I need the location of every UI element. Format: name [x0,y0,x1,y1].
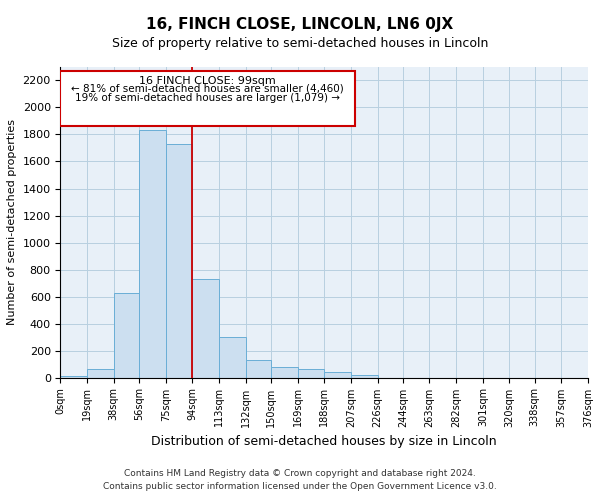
Y-axis label: Number of semi-detached properties: Number of semi-detached properties [7,120,17,326]
Bar [271,368,298,378]
Bar [219,337,245,378]
Text: 16, FINCH CLOSE, LINCOLN, LN6 0JX: 16, FINCH CLOSE, LINCOLN, LN6 0JX [146,18,454,32]
Bar [139,130,166,378]
Bar [351,375,377,378]
Bar [298,369,324,378]
FancyBboxPatch shape [61,71,355,126]
Text: ← 81% of semi-detached houses are smaller (4,460): ← 81% of semi-detached houses are smalle… [71,84,344,94]
Text: Contains HM Land Registry data © Crown copyright and database right 2024.: Contains HM Land Registry data © Crown c… [124,468,476,477]
Bar [324,372,351,378]
Text: Size of property relative to semi-detached houses in Lincoln: Size of property relative to semi-detach… [112,38,488,51]
X-axis label: Distribution of semi-detached houses by size in Lincoln: Distribution of semi-detached houses by … [151,435,497,448]
Bar [114,292,139,378]
Text: 19% of semi-detached houses are larger (1,079) →: 19% of semi-detached houses are larger (… [76,92,340,102]
Bar [87,369,114,378]
Text: Contains public sector information licensed under the Open Government Licence v3: Contains public sector information licen… [103,482,497,491]
Bar [61,376,87,378]
Bar [245,360,271,378]
Bar [166,144,193,378]
Text: 16 FINCH CLOSE: 99sqm: 16 FINCH CLOSE: 99sqm [139,76,276,86]
Bar [193,279,219,378]
